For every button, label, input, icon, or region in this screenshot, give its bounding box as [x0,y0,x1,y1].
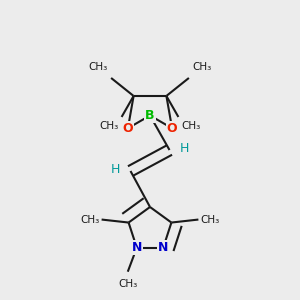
Text: CH₃: CH₃ [89,62,108,72]
Text: H: H [111,163,120,176]
Text: H: H [180,142,189,155]
Text: B: B [145,109,155,122]
Text: CH₃: CH₃ [200,214,219,224]
Text: N: N [132,241,142,254]
Text: CH₃: CH₃ [118,279,137,289]
Text: CH₃: CH₃ [99,122,119,131]
Text: O: O [123,122,133,135]
Text: O: O [167,122,177,135]
Text: CH₃: CH₃ [182,122,201,131]
Text: CH₃: CH₃ [192,62,211,72]
Text: N: N [158,241,168,254]
Text: CH₃: CH₃ [81,214,100,224]
